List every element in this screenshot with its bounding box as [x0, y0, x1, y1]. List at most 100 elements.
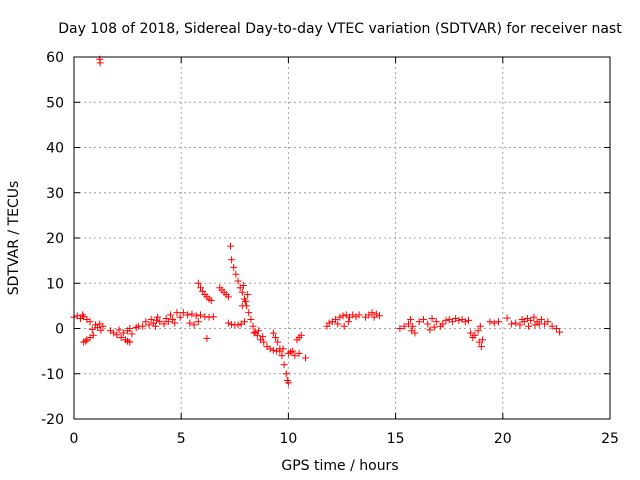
data-point — [302, 354, 310, 362]
data-point — [507, 320, 515, 328]
data-point — [552, 325, 560, 332]
data-point — [244, 291, 252, 299]
y-tick-label: -10 — [41, 367, 64, 383]
data-point — [245, 309, 253, 317]
x-tick-label: 25 — [601, 431, 619, 447]
data-point — [291, 352, 299, 360]
x-tick-label: 10 — [279, 431, 297, 447]
data-point — [544, 318, 552, 326]
data-point — [512, 319, 520, 327]
data-point — [240, 318, 248, 326]
data-point — [452, 315, 460, 323]
data-point — [476, 322, 484, 330]
data-point — [278, 352, 286, 360]
data-point — [247, 315, 255, 323]
data-point — [194, 279, 202, 287]
data-point — [525, 322, 533, 330]
data-point — [79, 311, 87, 319]
data-point — [153, 316, 161, 324]
data-point — [274, 338, 282, 346]
data-point — [117, 334, 125, 342]
data-point — [269, 346, 277, 354]
data-point — [230, 263, 238, 271]
data-point — [276, 345, 284, 353]
data-point — [272, 334, 280, 342]
data-point — [467, 329, 475, 337]
data-point — [176, 313, 184, 321]
data-point — [169, 315, 177, 323]
data-point — [355, 311, 363, 319]
data-point — [232, 270, 240, 278]
data-point — [97, 326, 105, 334]
data-point — [339, 312, 347, 320]
data-point — [400, 322, 408, 330]
data-point — [284, 379, 292, 387]
data-point — [126, 338, 134, 346]
x-axis-title: GPS time / hours — [281, 458, 398, 474]
data-point — [186, 319, 194, 327]
data-point — [368, 309, 376, 317]
data-point — [224, 293, 232, 301]
data-point — [119, 329, 127, 337]
data-point — [280, 361, 288, 369]
data-point — [82, 337, 90, 345]
data-point — [96, 320, 104, 328]
data-point — [196, 311, 204, 319]
data-point — [442, 316, 450, 324]
data-point — [224, 319, 232, 327]
data-point — [535, 320, 543, 328]
data-point — [238, 302, 246, 310]
data-point — [88, 325, 96, 333]
data-point — [474, 327, 482, 335]
data-point — [128, 330, 136, 338]
data-point — [439, 320, 447, 328]
data-point — [527, 316, 535, 324]
data-point — [96, 59, 104, 67]
data-point — [145, 321, 153, 329]
data-point — [171, 319, 179, 327]
y-tick-label: 30 — [46, 186, 64, 202]
data-point — [238, 288, 246, 296]
data-point — [228, 256, 236, 264]
data-point — [464, 316, 472, 324]
data-point — [297, 331, 305, 339]
data-point — [234, 321, 242, 329]
data-point — [415, 318, 423, 326]
data-point — [537, 315, 545, 323]
x-tick-labels: 0 5 10 15 20 25 — [70, 431, 619, 447]
data-point — [531, 321, 539, 329]
data-point — [334, 320, 342, 328]
data-point — [239, 282, 247, 290]
data-point — [227, 242, 235, 250]
data-point — [340, 322, 348, 330]
data-point — [110, 329, 118, 337]
data-point — [126, 325, 134, 332]
data-points — [70, 55, 564, 387]
data-point — [461, 318, 469, 326]
data-point — [142, 318, 150, 326]
y-tick-label: -20 — [41, 412, 64, 428]
data-point — [254, 327, 262, 335]
y-tick-labels: -20 -10 0 10 20 30 40 50 60 — [41, 50, 64, 428]
data-point — [266, 345, 274, 353]
data-point — [76, 315, 84, 323]
x-tick-label: 15 — [387, 431, 405, 447]
data-point — [184, 311, 192, 319]
data-point — [260, 338, 268, 346]
data-point — [428, 315, 436, 323]
data-point — [372, 310, 380, 318]
data-point — [520, 318, 528, 326]
data-point — [295, 349, 303, 357]
plot-frame — [73, 56, 611, 420]
data-point — [430, 323, 438, 331]
data-point — [490, 319, 498, 327]
data-point — [250, 329, 258, 337]
data-point — [289, 347, 297, 355]
data-point — [523, 315, 531, 323]
data-point — [234, 277, 242, 285]
data-point — [188, 310, 196, 318]
data-point — [115, 326, 123, 334]
data-point — [154, 313, 162, 321]
data-point — [166, 311, 174, 319]
